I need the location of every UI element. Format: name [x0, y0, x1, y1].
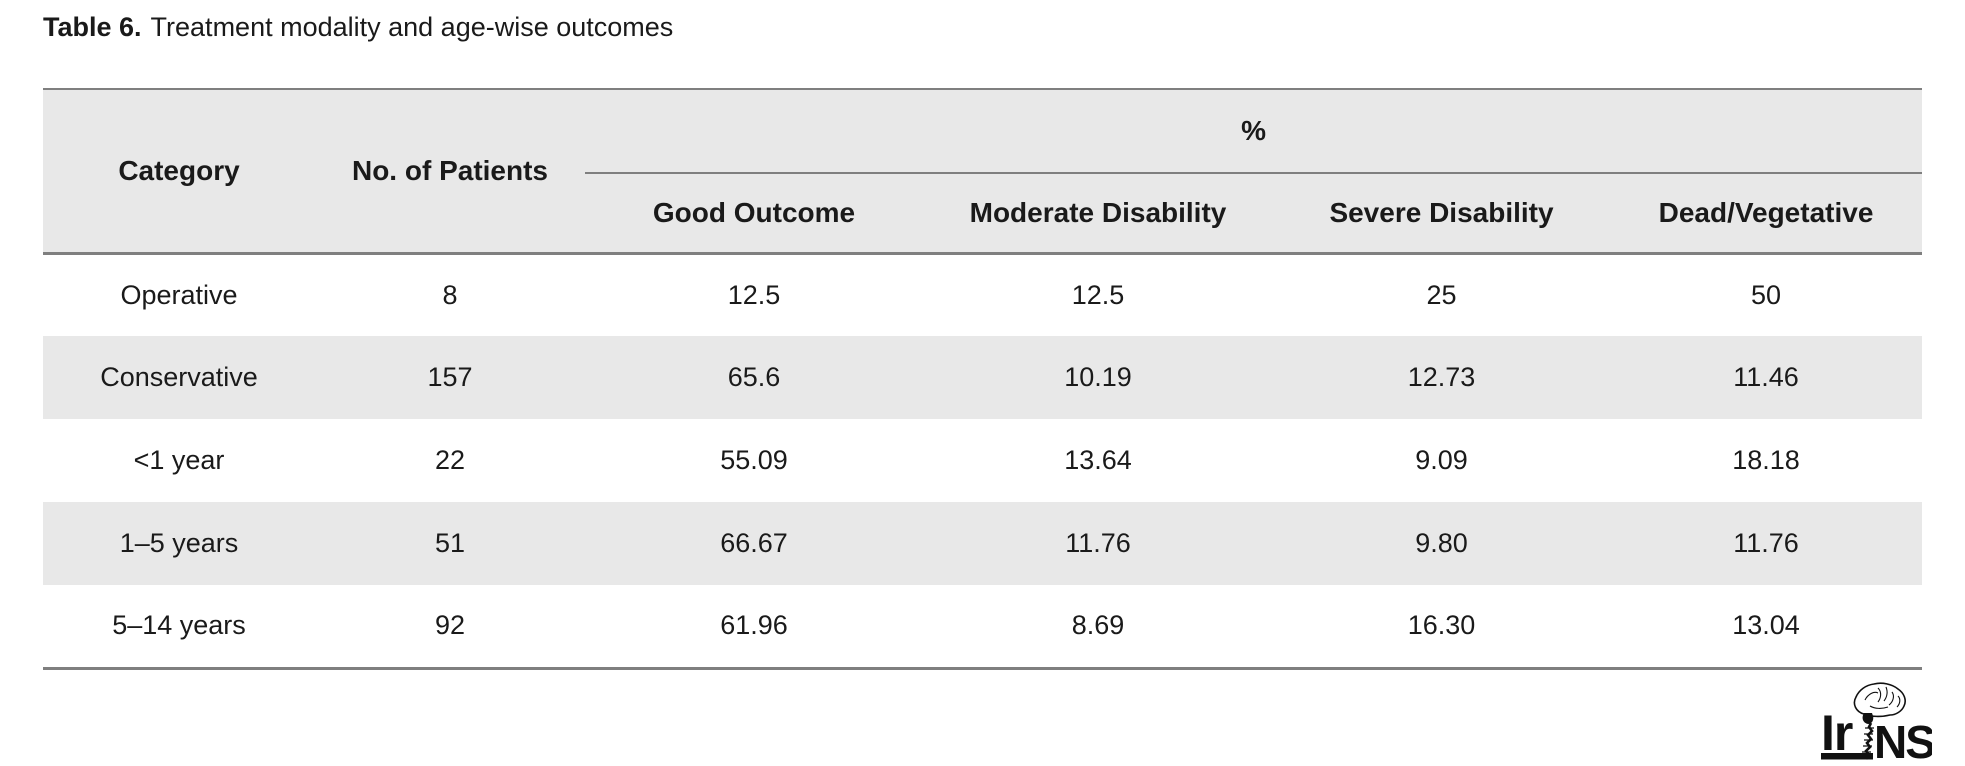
col-header-severe-disability: Severe Disability [1273, 173, 1610, 255]
table-header: Category No. of Patients % Good Outcome … [43, 89, 1923, 255]
cell-category: Conservative [100, 362, 258, 392]
col-header-percent-group: % [585, 89, 1923, 174]
cell-category: Operative [120, 279, 238, 310]
col-header-good-outcome: Good Outcome [585, 173, 923, 255]
cell-moderate-disability: 10.19 [1064, 362, 1132, 392]
cell-good-outcome: 66.67 [720, 528, 788, 558]
cell-severe-disability: 9.09 [1415, 445, 1468, 475]
table-row: <1 year 22 55.09 13.64 9.09 18.18 [43, 419, 1923, 502]
cell-good-outcome: 55.09 [720, 445, 788, 475]
cell-dead-vegetative: 11.76 [1733, 528, 1799, 558]
journal-logo: Ir NS [1820, 680, 1932, 762]
cell-category: 1–5 years [119, 528, 239, 558]
table-caption-label: Table 6. [43, 12, 142, 42]
cell-moderate-disability: 11.76 [1065, 528, 1131, 558]
table-caption-text: Treatment modality and age-wise outcomes [150, 12, 674, 42]
table-row: Operative 8 12.5 12.5 25 50 [43, 253, 1923, 336]
table-caption: Table 6. Treatment modality and age-wise … [43, 12, 673, 43]
outcomes-table: Category No. of Patients % Good Outcome … [43, 88, 1923, 670]
cell-severe-disability: 9.80 [1415, 528, 1468, 558]
cell-good-outcome: 12.5 [727, 279, 781, 310]
brainstem-icon [1862, 713, 1874, 724]
cell-good-outcome: 61.96 [720, 610, 788, 641]
cell-category: 5–14 years [112, 610, 246, 641]
cell-severe-disability: 25 [1426, 279, 1457, 310]
cell-moderate-disability: 12.5 [1071, 279, 1125, 310]
table-body: Operative 8 12.5 12.5 25 50 Conservative 157 65.… [43, 253, 1923, 668]
cell-dead-vegetative: 50 [1750, 279, 1782, 310]
header-group-row: Category No. of Patients % [43, 89, 1923, 255]
cell-patients: 157 [427, 362, 473, 392]
cell-moderate-disability: 8.69 [1071, 610, 1125, 641]
journal-logo-graphic: Ir NS [1821, 682, 1932, 762]
header-sub-row: Good Outcome Moderate Disability Severe … [43, 173, 1923, 255]
cell-dead-vegetative: 13.04 [1732, 610, 1800, 641]
col-header-moderate-disability: Moderate Disability [923, 173, 1273, 255]
table-row: 5–14 years 92 61.96 8.69 16.30 13.04 [43, 585, 1923, 668]
cell-good-outcome: 65.6 [727, 362, 781, 392]
logo-baseline-bar [1821, 753, 1873, 760]
brain-icon [1853, 682, 1906, 718]
cell-patients: 51 [434, 528, 466, 558]
col-header-patients: No. of Patients [315, 89, 585, 255]
cell-patients: 22 [434, 445, 466, 475]
cell-dead-vegetative: 18.18 [1732, 445, 1800, 475]
cell-category: <1 year [133, 445, 225, 475]
logo-text-right: NS [1874, 716, 1932, 762]
col-header-category: Category [43, 89, 315, 255]
cell-dead-vegetative: 11.46 [1733, 362, 1799, 392]
cell-moderate-disability: 13.64 [1064, 445, 1132, 475]
cell-patients: 8 [442, 279, 458, 310]
table-row: 1–5 years 51 66.67 11.76 9.80 11.76 [43, 502, 1923, 585]
cell-severe-disability: 16.30 [1407, 610, 1476, 641]
cell-patients: 92 [434, 610, 466, 641]
col-header-dead-vegetative: Dead/Vegetative [1610, 173, 1923, 255]
table-row: Conservative 157 65.6 10.19 12.73 11.46 [43, 336, 1923, 419]
logo-text-left: Ir [1821, 705, 1853, 761]
cell-severe-disability: 12.73 [1407, 362, 1476, 392]
